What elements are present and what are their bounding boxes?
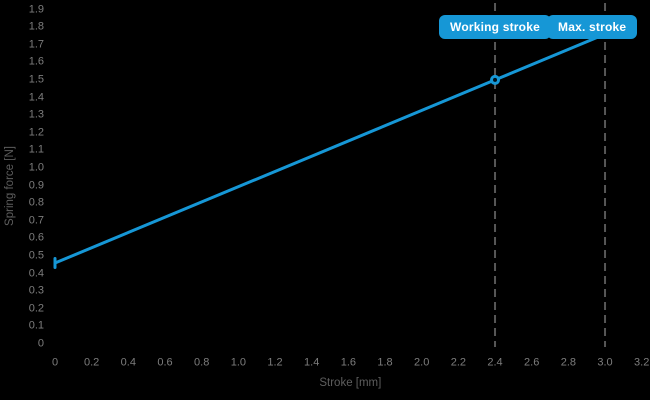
x-tick-label: 0	[51, 356, 59, 369]
x-axis-label: Stroke [mm]	[319, 377, 382, 389]
y-tick-label: 1.1	[28, 143, 44, 156]
y-tick-label: 1.2	[28, 126, 44, 139]
x-tick-label: 0.6	[157, 356, 173, 369]
x-tick-label: 2.4	[487, 356, 503, 369]
y-tick-label: 1.0	[28, 161, 44, 174]
x-tick-label: 0.2	[84, 356, 100, 369]
y-tick-label: 1.9	[28, 3, 44, 15]
working-point-marker	[490, 74, 501, 85]
x-tick-label: 1.2	[267, 356, 283, 369]
y-tick-label: 0.1	[28, 319, 44, 332]
y-tick-label: 1.7	[28, 38, 44, 51]
x-tick-label: 2.2	[450, 356, 466, 369]
y-tick-label: 0.4	[28, 267, 44, 280]
x-tick-label: 2.0	[414, 356, 430, 369]
y-tick-label: 0.6	[28, 231, 44, 244]
x-tick-label: 1.4	[304, 356, 320, 369]
x-tick-label: 1.6	[340, 356, 356, 369]
y-tick-label: 0.7	[28, 214, 44, 227]
y-tick-label: 1.3	[28, 108, 44, 121]
x-tick-label: 2.8	[560, 356, 577, 369]
spring-characteristic-line	[54, 32, 606, 265]
badge-working-stroke: Working stroke	[439, 15, 551, 39]
x-tick-label: 0.8	[194, 356, 210, 369]
x-tick-label: 3.0	[597, 356, 613, 369]
y-tick-label: 0.5	[28, 249, 44, 262]
y-tick-label: 0.3	[28, 284, 44, 297]
y-tick-label: 0	[37, 337, 44, 350]
x-tick-label: 1.0	[230, 356, 246, 369]
x-tick-label: 1.8	[377, 356, 393, 369]
y-tick-label: 1.5	[28, 73, 44, 86]
y-tick-label: 0.8	[28, 196, 44, 209]
y-tick-label: 0.2	[28, 302, 44, 315]
y-axis-label: Spring force [N]	[4, 146, 16, 226]
x-tick-label: 2.6	[524, 356, 540, 369]
y-tick-label: 0.9	[28, 179, 44, 192]
y-tick-label: 1.8	[28, 20, 44, 33]
badge-max-stroke: Max. stroke	[547, 15, 638, 39]
y-tick-label: 1.6	[28, 55, 44, 68]
x-tick-label: 0.4	[120, 356, 136, 369]
y-tick-label: 1.4	[28, 91, 44, 104]
x-tick-label: 3.2	[634, 356, 650, 369]
